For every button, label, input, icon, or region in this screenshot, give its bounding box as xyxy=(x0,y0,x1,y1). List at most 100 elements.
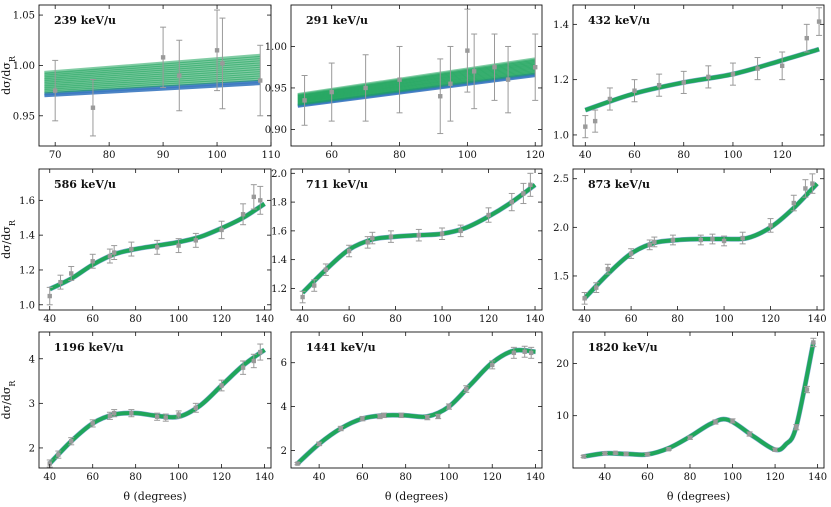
x-tick-label: 60 xyxy=(86,472,99,483)
x-tick-label: 120 xyxy=(761,314,780,325)
panel-title: 873 keV/u xyxy=(588,178,650,191)
data-point xyxy=(511,350,517,356)
data-point xyxy=(220,61,225,66)
axes-frame xyxy=(38,168,272,311)
data-point xyxy=(581,454,586,459)
data-point xyxy=(490,362,495,368)
axes-frame xyxy=(572,4,825,147)
data-point xyxy=(316,441,322,447)
x-tick-label: 140 xyxy=(808,472,827,483)
data-point xyxy=(240,365,246,370)
plot-area xyxy=(294,345,536,466)
data-point xyxy=(803,186,808,191)
data-point xyxy=(425,415,430,420)
y-tick-label: 1.4 xyxy=(553,20,569,31)
x-tick-label: 80 xyxy=(399,472,412,483)
x-tick-label: 100 xyxy=(207,150,226,161)
axes-frame xyxy=(38,4,272,147)
plot-area xyxy=(580,337,817,459)
data-point xyxy=(533,65,538,70)
data-point xyxy=(706,74,711,80)
panel-3: 40 60 80 100 120 1.0 1.2 1.4 432 keV/u xyxy=(553,4,825,161)
data-point xyxy=(602,451,608,456)
y-axis-label: dσ/dσR xyxy=(0,380,17,420)
y-tick-label: 10 xyxy=(556,411,569,422)
data-point xyxy=(666,446,671,452)
panel-title: 1441 keV/u xyxy=(306,341,376,354)
data-point xyxy=(747,431,752,437)
y-tick-label: 1.4 xyxy=(271,255,287,266)
y-tick-label: 0.95 xyxy=(265,83,287,94)
data-point xyxy=(458,228,463,234)
data-point xyxy=(47,293,52,299)
data-point xyxy=(740,235,745,241)
x-tick-label: 80 xyxy=(684,472,697,483)
data-point xyxy=(607,96,613,102)
data-point xyxy=(365,240,370,245)
data-point xyxy=(670,237,676,243)
data-point xyxy=(219,227,224,233)
x-tick-label: 40 xyxy=(43,314,56,325)
model-curve-shadow xyxy=(583,341,816,459)
data-point xyxy=(804,387,810,392)
data-point xyxy=(435,414,441,419)
x-tick-label: 100 xyxy=(458,150,477,161)
data-point xyxy=(492,65,497,70)
x-axis-label: θ (degrees) xyxy=(123,490,186,503)
panel-4: 40 60 80 100 120 140 1.0 1.2 1.4 1.6 586 keV/u dσ/d… xyxy=(0,168,274,325)
y-tick-label: 2 xyxy=(29,443,35,454)
data-point xyxy=(448,81,453,86)
data-point xyxy=(779,63,785,69)
y-tick-label: 1.2 xyxy=(19,265,35,276)
data-point xyxy=(111,410,117,416)
data-point xyxy=(652,239,657,245)
y-tick-label: 1.2 xyxy=(271,284,287,295)
data-point xyxy=(730,418,735,424)
model-band-line xyxy=(44,81,261,98)
x-tick-label: 110 xyxy=(261,150,280,161)
data-point xyxy=(177,73,182,78)
panel-2: 60 80 100 120 0.90 0.95 1.00 291 keV/u xyxy=(265,4,545,161)
data-point xyxy=(439,231,445,236)
x-tick-label: 60 xyxy=(356,472,369,483)
data-point xyxy=(107,413,113,419)
data-point xyxy=(193,405,199,411)
data-point xyxy=(58,279,63,285)
data-point xyxy=(505,77,511,82)
data-point xyxy=(251,358,257,364)
data-point xyxy=(90,259,95,264)
model-band-line xyxy=(44,64,261,83)
x-tick-label: 80 xyxy=(103,150,116,161)
y-tick-label: 2 xyxy=(281,446,287,457)
y-tick-label: 1.8 xyxy=(271,198,287,209)
data-point xyxy=(251,194,257,200)
x-tick-label: 120 xyxy=(212,472,231,483)
data-point xyxy=(52,88,58,93)
data-point xyxy=(363,85,368,91)
data-point xyxy=(464,386,469,392)
data-point xyxy=(632,88,637,93)
x-tick-label: 80 xyxy=(393,150,406,161)
data-point xyxy=(160,55,166,60)
panel-title: 711 keV/u xyxy=(306,178,368,191)
data-point xyxy=(521,191,526,196)
data-point xyxy=(219,383,224,388)
data-point xyxy=(360,416,365,421)
x-tick-label: 120 xyxy=(479,314,498,325)
data-point xyxy=(163,415,168,420)
panel-title: 1820 keV/u xyxy=(588,341,658,354)
x-tick-label: 140 xyxy=(807,314,826,325)
x-tick-label: 100 xyxy=(723,150,742,161)
x-tick-label: 90 xyxy=(157,150,170,161)
panel-1: 70 80 90 100 110 0.95 1.00 1.05 239 keV/u dσ/dσR xyxy=(0,4,281,161)
axes-frame xyxy=(290,4,543,147)
model-band-line xyxy=(44,79,261,96)
y-tick-label: 4 xyxy=(281,402,287,413)
model-curve-shadow xyxy=(47,347,267,466)
x-tick-label: 120 xyxy=(483,472,502,483)
x-tick-label: 100 xyxy=(433,314,452,325)
y-tick-label: 1.0 xyxy=(553,130,569,141)
y-tick-label: 1.05 xyxy=(13,11,35,22)
plot-area xyxy=(299,172,537,304)
